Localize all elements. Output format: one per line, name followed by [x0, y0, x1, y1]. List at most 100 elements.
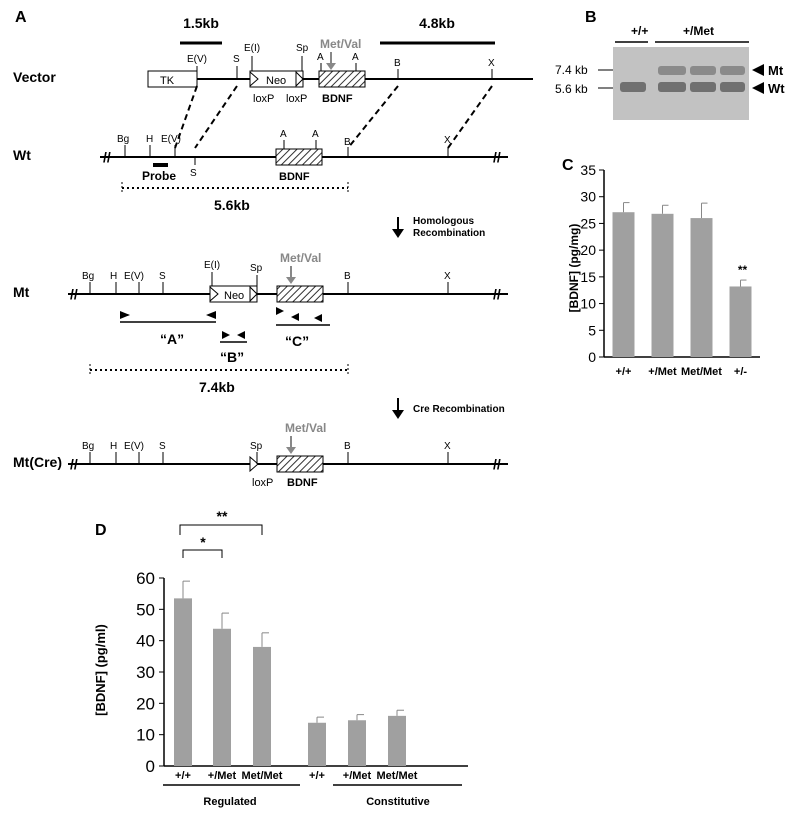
bar	[253, 646, 271, 766]
group-label: Constitutive	[366, 796, 430, 808]
bdnf-label: BDNF	[279, 171, 310, 183]
bar	[174, 598, 192, 766]
panel-a: A 1.5kb 4.8kb Vector TK Neo loxP loxP BD…	[13, 9, 533, 489]
wt-locus: // // BDNF Bg H E(V) S A A B X Probe 5.6…	[100, 129, 508, 213]
site-label: H	[110, 271, 117, 282]
x-tick-label: +/+	[616, 366, 632, 378]
y-tick-label: 25	[580, 215, 596, 231]
met-val-arrowhead	[286, 447, 296, 454]
significance-label: **	[738, 263, 748, 277]
band-label: Mt	[768, 63, 784, 78]
x-tick-label: +/Met	[648, 366, 677, 378]
panel-d: D [BDNF] (pg/ml) 0 10 20 30 40 50 60 +/+ +/Met Me…	[93, 508, 468, 808]
significance-label: *	[200, 534, 206, 550]
met-val-arrowhead	[326, 63, 336, 70]
panel-d-letter: D	[95, 522, 107, 539]
x-tick-label: +/Met	[208, 770, 237, 782]
y-tick-label: 35	[580, 162, 596, 178]
loxp-label: loxP	[252, 477, 273, 489]
site-label: A	[312, 129, 319, 140]
band-pointer-icon	[752, 82, 764, 94]
neo-label: Neo	[266, 75, 286, 87]
scale-label-2: 4.8kb	[419, 15, 455, 31]
site-label: B	[344, 137, 351, 148]
break-mark: //	[70, 286, 78, 302]
lane-label: +/Met	[683, 24, 714, 38]
y-tick-label: 0	[146, 757, 155, 776]
x-tick-label: +/+	[175, 770, 191, 782]
y-tick-label: 50	[136, 600, 155, 619]
site-label: A	[352, 52, 359, 63]
y-tick-label: 15	[580, 269, 596, 285]
significance-bracket	[179, 524, 263, 535]
band-wt	[720, 82, 745, 92]
break-mark: //	[103, 149, 111, 165]
down-arrow-icon	[392, 229, 404, 238]
band-pointer-icon	[752, 64, 764, 76]
bdnf-label: BDNF	[287, 477, 318, 489]
band-mt	[658, 66, 686, 75]
bar	[729, 286, 752, 357]
x-tick-label: Met/Met	[242, 770, 283, 782]
site-label: X	[444, 135, 451, 146]
panel-c: C [BDNF] (pg/mg) 0 5 10 15 20 25 30 35 +/+ +/Met M…	[562, 157, 760, 378]
primer-label: “C”	[285, 333, 309, 349]
y-axis-label: [BDNF] (pg/ml)	[93, 624, 108, 716]
size-marker: 5.6 kb	[555, 82, 588, 96]
site-label: X	[444, 271, 451, 282]
band-wt	[658, 82, 686, 92]
row-label-mt: Mt	[13, 284, 30, 300]
band-mt	[720, 66, 745, 75]
site-label: E(V)	[124, 441, 144, 452]
site-label: H	[146, 134, 153, 145]
met-val-label: Met/Val	[320, 37, 361, 51]
band-mt	[690, 66, 716, 75]
step-label: Cre Recombination	[413, 404, 505, 415]
tk-label: TK	[160, 75, 175, 87]
loxp-label: loxP	[253, 93, 274, 105]
bar	[213, 628, 231, 766]
site-label: S	[190, 168, 197, 179]
x-tick-label: +/+	[309, 770, 325, 782]
break-mark: //	[493, 149, 501, 165]
break-mark: //	[493, 286, 501, 302]
y-tick-label: 10	[580, 296, 596, 312]
y-tick-label: 0	[588, 349, 596, 365]
site-label: S	[159, 441, 166, 452]
bar	[308, 722, 326, 766]
site-label: E(I)	[204, 260, 220, 271]
y-axis-label: [BDNF] (pg/mg)	[567, 224, 581, 313]
bar	[388, 715, 406, 766]
site-label: H	[110, 441, 117, 452]
met-val-arrowhead	[286, 277, 296, 284]
panel-c-letter: C	[562, 157, 574, 174]
probe-label: Probe	[142, 169, 176, 183]
site-label: E(V)	[124, 271, 144, 282]
band-wt	[690, 82, 716, 92]
loxp-triangle	[249, 455, 259, 473]
site-label: Bg	[82, 271, 94, 282]
y-tick-label: 40	[136, 632, 155, 651]
homology-lines	[174, 85, 493, 149]
site-label: Bg	[82, 441, 94, 452]
bdnf-exon	[275, 148, 323, 166]
scale-label-1: 1.5kb	[183, 15, 219, 31]
bdnf-exon	[276, 455, 324, 473]
y-tick-label: 30	[580, 189, 596, 205]
mt-locus: // // Neo Met/Val Bg H E(V) S E(I) Sp B …	[68, 251, 508, 395]
neo-label: Neo	[224, 290, 244, 302]
vector-construct: TK Neo loxP loxP BDNF Met/Val E(V) S E(I…	[147, 37, 533, 105]
site-label: B	[394, 58, 401, 69]
y-tick-label: 20	[580, 242, 596, 258]
y-tick-label: 60	[136, 569, 155, 588]
site-label: Sp	[296, 43, 309, 54]
mt-fragment-size: 7.4kb	[199, 379, 235, 395]
cre-recombination-step: Cre Recombination	[392, 398, 505, 419]
primer-label: “A”	[160, 331, 184, 347]
panel-b: B +/+ +/Met 7.4 kb 5.6 kb Mt Wt	[555, 9, 785, 120]
bdnf-label: BDNF	[322, 93, 353, 105]
band-label: Wt	[768, 81, 785, 96]
row-label-wt: Wt	[13, 147, 31, 163]
site-label: E(V)	[187, 54, 207, 65]
